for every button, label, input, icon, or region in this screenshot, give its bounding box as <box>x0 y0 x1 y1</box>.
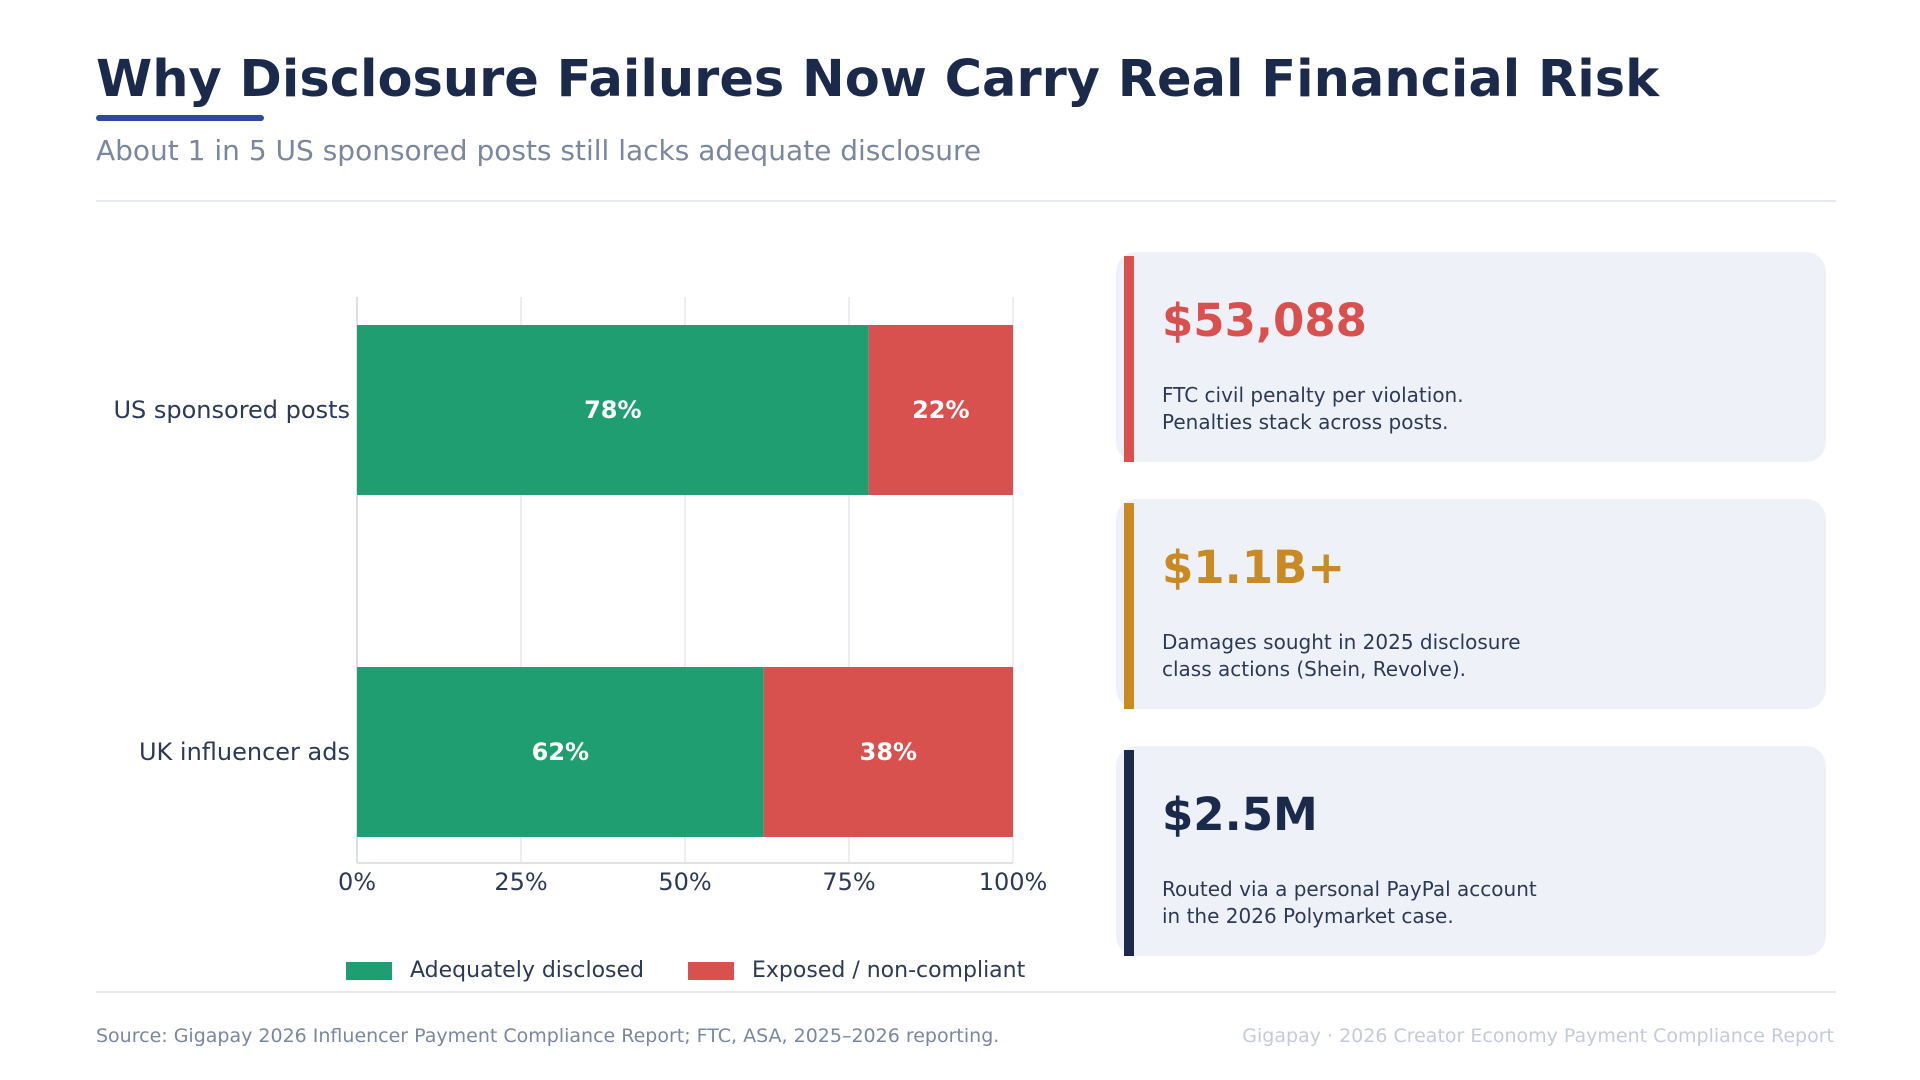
card-accent-bar <box>1124 256 1134 462</box>
category-label: UK influencer ads <box>139 738 350 766</box>
x-tick-label: 75% <box>822 868 875 896</box>
data-label: 38% <box>860 738 917 766</box>
legend-item-disclosed: Adequately disclosed <box>346 958 644 983</box>
stat-value: $1.1B+ <box>1162 541 1346 594</box>
stat-description-line: Penalties stack across posts. <box>1162 410 1449 434</box>
data-label: 22% <box>912 396 969 424</box>
legend-swatch-exposed <box>688 961 735 980</box>
card-accent-bar <box>1124 503 1134 709</box>
stat-description-line: FTC civil penalty per violation. <box>1162 383 1464 407</box>
stat-value: $2.5M <box>1162 788 1318 841</box>
stat-card-class-action-damages: $1.1B+ Damages sought in 2025 disclosure… <box>1116 499 1826 709</box>
stat-value: $53,088 <box>1162 294 1367 347</box>
page-subtitle: About 1 in 5 US sponsored posts still la… <box>96 134 982 167</box>
x-tick-label: 50% <box>658 868 711 896</box>
bar-segment <box>357 667 764 837</box>
legend-swatch-disclosed <box>346 961 392 980</box>
category-label: US sponsored posts <box>113 396 350 424</box>
data-label: 78% <box>584 396 641 424</box>
stat-card-polymarket-case: $2.5M Routed via a personal PayPal accou… <box>1116 746 1826 956</box>
page-title: Why Disclosure Failures Now Carry Real F… <box>96 50 1660 109</box>
x-tick-label: 100% <box>979 868 1048 896</box>
stat-description-line: in the 2026 Polymarket case. <box>1162 904 1454 928</box>
chart-legend: Adequately disclosed Exposed / non-compl… <box>346 958 1051 983</box>
card-accent-bar <box>1124 750 1134 956</box>
stat-description: Damages sought in 2025 disclosure class … <box>1162 629 1521 683</box>
stat-description-line: class actions (Shein, Revolve). <box>1162 657 1467 681</box>
legend-item-exposed: Exposed / non-compliant <box>688 958 1025 983</box>
footer-divider <box>96 991 1836 993</box>
data-label: 62% <box>532 738 589 766</box>
stat-description: Routed via a personal PayPal account in … <box>1162 876 1537 930</box>
bar-segment <box>868 325 1013 495</box>
stat-card-ftc-penalty: $53,088 FTC civil penalty per violation.… <box>1116 252 1826 462</box>
stat-description: FTC civil penalty per violation. Penalti… <box>1162 382 1464 436</box>
legend-label-exposed: Exposed / non-compliant <box>752 958 1026 983</box>
brand-footer: Gigapay · 2026 Creator Economy Payment C… <box>1242 1025 1834 1047</box>
stat-description-line: Routed via a personal PayPal account <box>1162 877 1537 901</box>
x-tick-label: 25% <box>494 868 547 896</box>
source-note: Source: Gigapay 2026 Influencer Payment … <box>96 1025 1000 1047</box>
legend-label-disclosed: Adequately disclosed <box>410 958 645 983</box>
stat-description-line: Damages sought in 2025 disclosure <box>1162 630 1521 654</box>
x-tick-label: 0% <box>338 868 376 896</box>
header-divider <box>96 200 1836 202</box>
title-underline <box>96 115 264 121</box>
bar-segment <box>357 325 869 495</box>
bar-segment <box>763 667 1013 837</box>
stacked-bar-chart: 78% 22% US sponsored posts 62% 38% UK influen… <box>113 297 1048 896</box>
